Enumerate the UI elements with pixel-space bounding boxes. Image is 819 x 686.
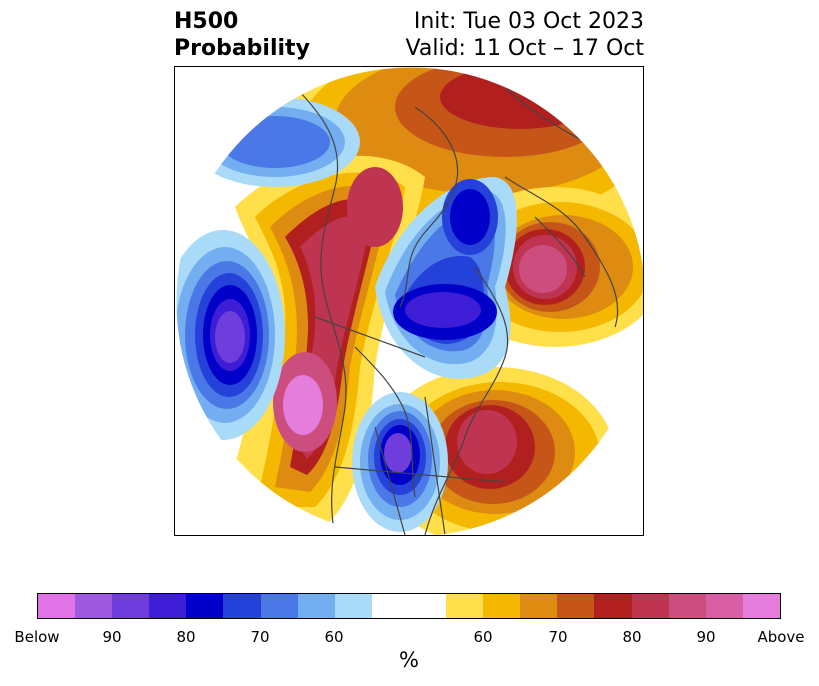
colorbar-swatch — [334, 594, 372, 618]
colorbar-swatch — [668, 594, 706, 618]
colorbar-swatch — [520, 594, 558, 618]
colorbar-swatch — [112, 594, 150, 618]
forecast-dates: Init: Tue 03 Oct 2023 Valid: 11 Oct – 17… — [406, 8, 644, 62]
polar-map — [174, 66, 644, 536]
colorbar-tick-label: 90 — [102, 628, 122, 646]
colorbar-swatch — [371, 594, 447, 618]
probability-colorbar — [37, 593, 781, 619]
colorbar-swatch — [223, 594, 261, 618]
colorbar-tick-label: 80 — [622, 628, 642, 646]
map-title: H500 Probability — [174, 8, 310, 62]
probability-field — [176, 67, 643, 535]
probability-map-svg — [175, 67, 643, 535]
colorbar-tick-label: Below — [14, 628, 60, 646]
colorbar-tick-label: 80 — [176, 628, 196, 646]
colorbar-tick-label: 60 — [473, 628, 493, 646]
colorbar-swatch — [594, 594, 632, 618]
init-date: Init: Tue 03 Oct 2023 — [413, 9, 644, 34]
above-anomaly-west — [215, 155, 425, 535]
title-line-1: H500 — [174, 9, 239, 34]
colorbar-swatch — [483, 594, 521, 618]
colorbar-swatch — [631, 594, 669, 618]
valid-range: Valid: 11 Oct – 17 Oct — [405, 36, 644, 61]
colorbar-swatch — [446, 594, 484, 618]
colorbar-swatch — [742, 594, 780, 618]
below-anomaly-south — [352, 392, 448, 532]
colorbar-swatch — [186, 594, 224, 618]
colorbar-swatch — [38, 594, 76, 618]
colorbar-swatch — [557, 594, 595, 618]
colorbar-swatch — [260, 594, 298, 618]
colorbar-tick-label: 70 — [548, 628, 568, 646]
colorbar-tick-label: Above — [757, 628, 805, 646]
coastlines — [294, 86, 619, 535]
below-anomaly-central — [375, 177, 517, 379]
colorbar-swatch — [75, 594, 113, 618]
colorbar-swatch — [149, 594, 187, 618]
colorbar-tick-label: 60 — [324, 628, 344, 646]
title-line-2: Probability — [174, 36, 310, 61]
colorbar-tick-label: 70 — [250, 628, 270, 646]
colorbar-unit: % — [399, 648, 419, 672]
colorbar-swatch — [297, 594, 335, 618]
colorbar-tick-label: 90 — [696, 628, 716, 646]
colorbar-swatch — [705, 594, 743, 618]
